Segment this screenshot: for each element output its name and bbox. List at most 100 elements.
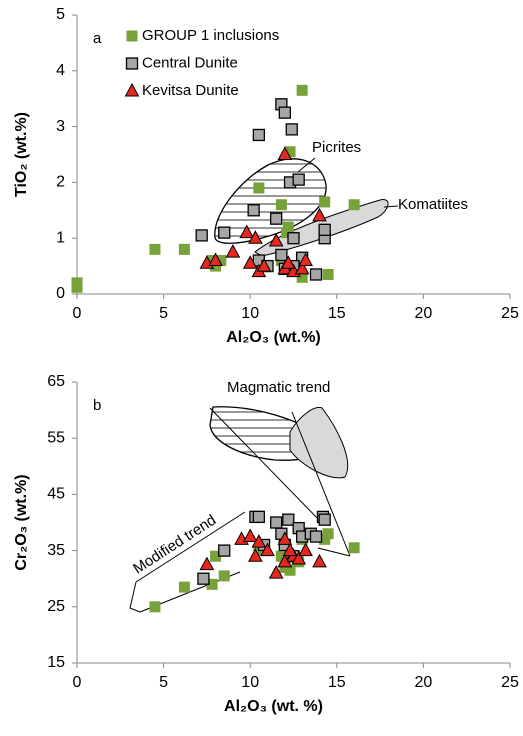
- point: [280, 255, 296, 269]
- x-tick-label: 10: [241, 674, 259, 691]
- point: [248, 230, 263, 244]
- y-tick-label: 25: [47, 598, 65, 615]
- point: [319, 196, 331, 208]
- point: [252, 128, 266, 142]
- point: [268, 232, 284, 247]
- point: [195, 229, 208, 242]
- x-tick-label: 15: [328, 305, 346, 322]
- y-axis-label: Cr₂O₃ (wt.%): [13, 474, 30, 570]
- point: [268, 565, 284, 579]
- point: [322, 268, 334, 280]
- legend-marker: [126, 30, 138, 42]
- point: [197, 572, 210, 585]
- point: [208, 252, 223, 267]
- point: [298, 542, 313, 557]
- point: [270, 516, 283, 529]
- point: [284, 564, 296, 576]
- y-tick-label: 0: [56, 285, 65, 302]
- point: [282, 221, 294, 233]
- x-tick-label: 5: [159, 305, 168, 322]
- point: [282, 542, 298, 557]
- leader-line: [297, 157, 316, 173]
- point: [225, 244, 241, 258]
- y-tick-label: 1: [56, 229, 65, 246]
- point: [318, 513, 331, 526]
- trend-line: [129, 607, 141, 613]
- trend-line: [317, 547, 351, 557]
- point: [278, 106, 291, 119]
- annotation: Komatiites: [398, 196, 468, 213]
- y-tick-label: 4: [56, 62, 65, 79]
- point: [292, 173, 305, 186]
- point: [71, 281, 83, 293]
- point: [149, 243, 161, 255]
- y-tick-label: 35: [47, 542, 65, 559]
- point: [322, 528, 334, 540]
- point: [199, 556, 215, 571]
- point: [281, 227, 293, 239]
- y-axis-label: TiO₂ (wt.%): [13, 112, 30, 197]
- point: [348, 542, 360, 554]
- point: [149, 601, 161, 613]
- point: [218, 544, 231, 557]
- x-tick-label: 25: [501, 674, 519, 691]
- point: [251, 534, 267, 548]
- legend-marker: [124, 82, 140, 97]
- point: [210, 550, 222, 562]
- x-tick-label: 5: [159, 674, 168, 691]
- point: [296, 84, 308, 96]
- point: [296, 271, 308, 283]
- point: [275, 550, 287, 562]
- point: [247, 204, 260, 217]
- point: [277, 531, 293, 545]
- point: [215, 255, 227, 267]
- y-tick-label: 65: [47, 373, 65, 390]
- y-tick-label: 3: [56, 118, 65, 135]
- x-tick-label: 25: [501, 305, 519, 322]
- legend-marker: [125, 57, 139, 70]
- point: [210, 260, 222, 272]
- trend-line: [129, 581, 137, 609]
- point: [312, 553, 327, 568]
- point: [277, 146, 293, 160]
- x-tick-label: 15: [328, 674, 346, 691]
- point: [206, 578, 218, 590]
- point: [178, 581, 190, 593]
- y-tick-label: 15: [47, 654, 65, 671]
- legend-label: Central Dunite: [142, 54, 238, 71]
- point: [309, 530, 323, 543]
- point: [275, 199, 287, 211]
- point: [309, 268, 323, 281]
- point: [282, 513, 295, 526]
- point: [248, 548, 263, 562]
- legend-label: GROUP 1 inclusions: [142, 27, 279, 44]
- x-tick-label: 20: [415, 674, 433, 691]
- point: [294, 260, 310, 275]
- y-tick-label: 5: [56, 6, 65, 23]
- point: [270, 212, 283, 225]
- panel-label: a: [93, 30, 102, 47]
- annotation: Picrites: [312, 139, 361, 156]
- y-tick-label: 45: [47, 486, 65, 503]
- point: [242, 255, 258, 269]
- point: [287, 232, 300, 245]
- point: [285, 123, 298, 136]
- point: [218, 570, 230, 582]
- point: [239, 224, 255, 239]
- trend-line: [135, 511, 246, 583]
- point: [253, 182, 265, 194]
- point: [312, 207, 327, 222]
- point: [319, 533, 331, 545]
- x-tick-label: 20: [415, 305, 433, 322]
- point: [260, 542, 275, 557]
- x-tick-label: 0: [73, 674, 82, 691]
- magmatic-field-grey: [289, 406, 349, 479]
- point: [318, 223, 331, 236]
- y-tick-label: 55: [47, 429, 65, 446]
- point: [218, 226, 231, 239]
- point: [348, 199, 360, 211]
- leader-line: [383, 205, 399, 208]
- point: [275, 248, 288, 262]
- point: [298, 252, 313, 267]
